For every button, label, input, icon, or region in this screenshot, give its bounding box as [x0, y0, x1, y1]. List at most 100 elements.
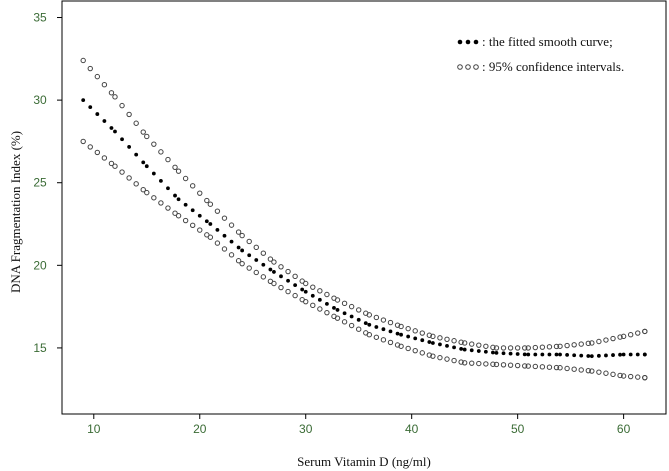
ci-point [507, 345, 514, 351]
x-tick-label: 40 [405, 422, 419, 436]
confidence-interval-curve [80, 138, 648, 381]
fitted-point [469, 348, 474, 353]
ci-point [546, 344, 553, 350]
ci-point [140, 129, 146, 135]
ci-point [627, 373, 634, 380]
ci-point [80, 57, 86, 64]
fitted-point [420, 338, 425, 343]
ci-point [557, 365, 563, 371]
ci-point [271, 280, 277, 287]
ci-point [426, 332, 433, 338]
ci-point [228, 222, 235, 228]
ci-point [126, 175, 132, 181]
ci-point [610, 371, 616, 378]
fitted-point [332, 306, 336, 310]
ci-point [426, 352, 433, 358]
y-axis-title: DNA Fragmentation Index (%) [8, 131, 23, 293]
ci-point [108, 90, 115, 96]
ci-point [285, 268, 291, 275]
ci-point [610, 335, 616, 342]
x-tick-label: 30 [299, 422, 313, 436]
fitted-point [413, 336, 418, 341]
fitted-point [476, 349, 481, 353]
y-axis: 15 20 25 30 35 [33, 11, 62, 355]
ci-point [493, 361, 500, 368]
fitted-point [508, 351, 513, 356]
fitted-point [427, 340, 432, 344]
ci-point [522, 345, 528, 351]
x-axis: 10 20 30 40 50 60 [87, 414, 631, 436]
ci-point [239, 232, 245, 239]
fitted-point [236, 245, 241, 250]
ci-point [500, 345, 507, 351]
ci-point [546, 364, 553, 370]
ci-point [444, 356, 450, 362]
ci-point [356, 326, 362, 332]
ci-point [522, 363, 528, 369]
fitted-point [272, 270, 276, 274]
ci-point [578, 341, 584, 347]
ci-point [207, 201, 214, 207]
fitted-point [462, 347, 467, 352]
fitted-point [317, 297, 322, 302]
ci-point [158, 200, 164, 206]
legend-label-ci: : 95% confidence intervals. [482, 59, 624, 74]
fitted-point [300, 287, 305, 292]
fitted-point [268, 267, 273, 272]
ci-point [197, 190, 203, 196]
fitted-point [109, 126, 114, 130]
ci-point [267, 256, 274, 262]
ci-point [553, 364, 560, 371]
ci-point [553, 343, 560, 350]
ci-point [617, 334, 623, 340]
fitted-point [374, 325, 379, 329]
ci-point [204, 197, 210, 204]
ci-point [165, 156, 171, 163]
ci-point [299, 278, 305, 284]
legend-dot-open [457, 64, 463, 70]
ci-point [380, 317, 387, 323]
fitted-point [628, 352, 633, 357]
ci-point [87, 65, 93, 72]
x-axis-title: Serum Vitamin D (ng/ml) [297, 454, 431, 469]
ci-point [182, 175, 189, 182]
ci-point [151, 195, 157, 201]
ci-point [585, 340, 591, 347]
ci-point [571, 366, 577, 372]
chart-marks [80, 57, 648, 381]
fitted-point [261, 262, 266, 267]
ci-point [476, 342, 482, 348]
ci-point [253, 269, 259, 276]
fitted-point [367, 322, 372, 327]
ci-point [189, 183, 196, 189]
ci-point [303, 280, 309, 287]
fitted-point [445, 344, 449, 348]
ci-point [221, 246, 228, 252]
fitted-point [229, 239, 234, 244]
ci-point [603, 337, 609, 343]
ci-point [469, 360, 475, 366]
ci-point [324, 291, 330, 298]
ci-point [458, 339, 464, 345]
fitted-point [522, 352, 527, 357]
ci-point [627, 332, 634, 338]
fitted-point [310, 293, 315, 298]
ci-point [419, 330, 425, 336]
ci-point [539, 364, 546, 370]
fitted-point [395, 331, 400, 336]
fitted-point [151, 171, 156, 176]
ci-point [348, 322, 355, 329]
ci-point [476, 360, 482, 367]
fitted-point [452, 345, 456, 350]
ci-point [578, 367, 584, 373]
ci-point [112, 94, 118, 100]
ci-point [278, 264, 284, 270]
fitted-point [176, 197, 181, 202]
fitted-point [342, 311, 347, 316]
y-tick-label: 30 [33, 93, 47, 107]
fitted-point [141, 160, 146, 165]
fitted-point [635, 352, 640, 357]
ci-point [596, 338, 602, 345]
ci-point [94, 149, 101, 156]
ci-point [642, 328, 648, 335]
